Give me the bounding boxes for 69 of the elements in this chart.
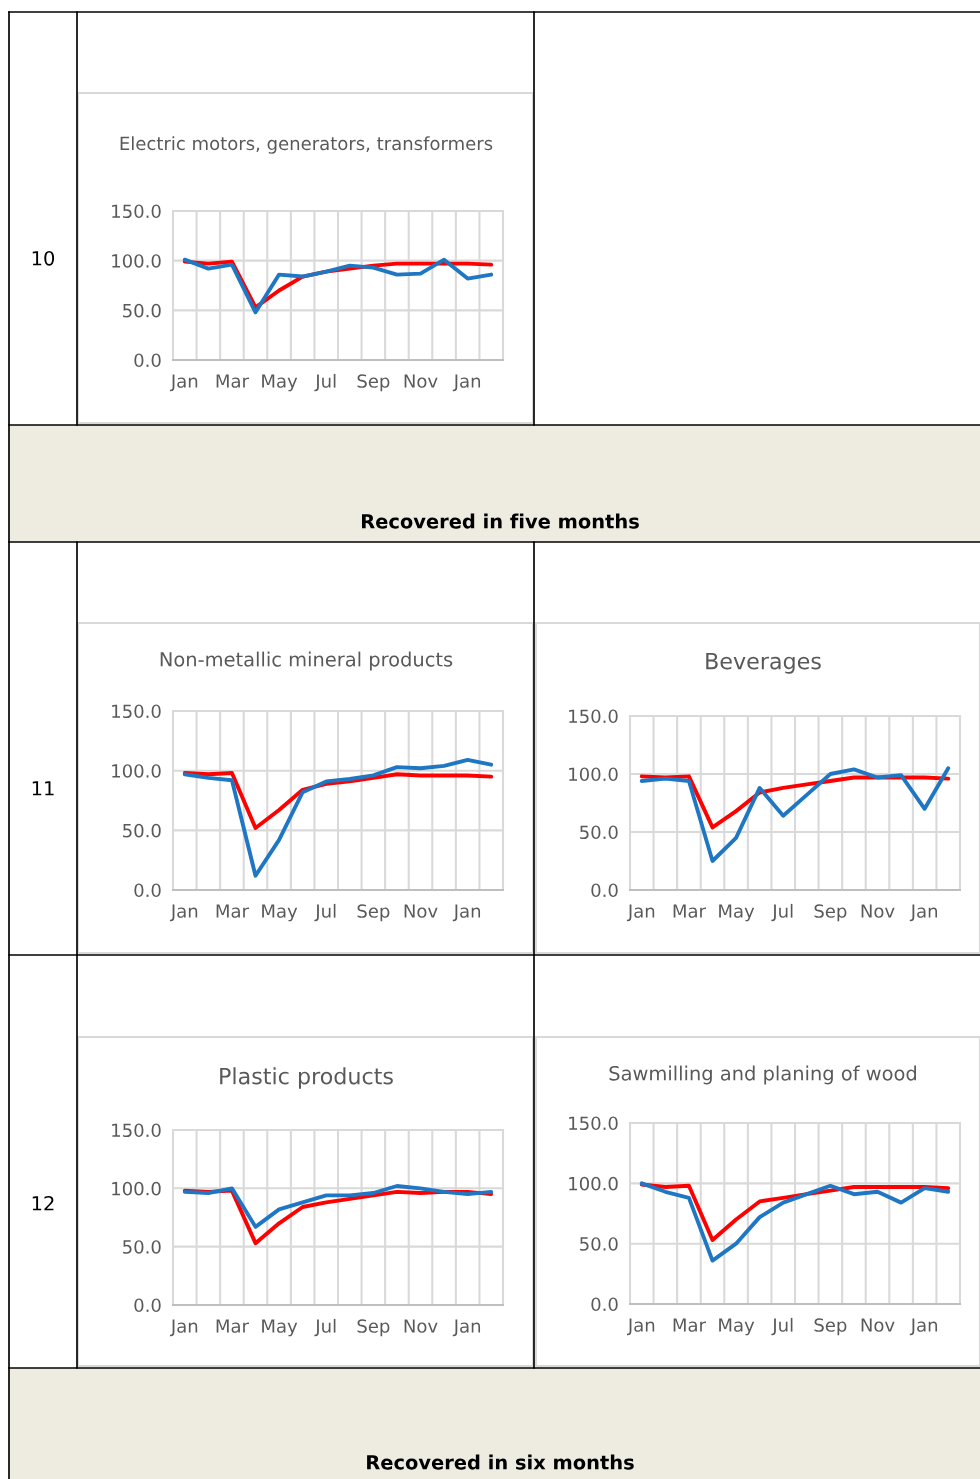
x-tick-label: Jan [909, 904, 938, 922]
y-tick-label: 50.0 [123, 303, 161, 318]
x-tick-label: Mar [216, 374, 249, 388]
x-tick-label: Jan [452, 374, 481, 392]
x-tick-label: Sep [357, 1319, 390, 1337]
y-tick-label: 100.0 [569, 767, 618, 782]
x-tick-label: Jan [452, 1319, 481, 1337]
text: 12 [32, 1195, 54, 1211]
text: 10 [32, 250, 55, 266]
x-tick-label: Jul [314, 1318, 336, 1337]
x-tick-label: Jan [626, 904, 655, 922]
y-tick-label: 150.0 [112, 1123, 161, 1138]
line-series [182, 1184, 494, 1229]
x-tick-label: Nov [404, 904, 438, 918]
x-tick-label: May [719, 1318, 755, 1336]
y-tick-label: 50.0 [123, 823, 161, 838]
text: 11 [32, 781, 54, 796]
y-tick-label: 0.0 [134, 353, 161, 368]
x-tick-label: Mar [673, 904, 706, 918]
line-series [639, 1181, 951, 1263]
x-tick-label: Jan [169, 904, 198, 922]
x-tick-label: Mar [216, 904, 249, 918]
y-tick-label: 150.0 [112, 204, 161, 219]
x-tick-label: May [262, 1319, 298, 1337]
y-tick-label: 150.0 [569, 709, 618, 724]
x-tick-label: Nov [404, 1319, 438, 1333]
chart-title: Beverages [706, 652, 821, 674]
y-tick-label: 150.0 [569, 1116, 618, 1131]
y-tick-label: 100.0 [112, 764, 161, 778]
x-tick-label: Jul [771, 1317, 793, 1336]
chart-title: Non-metallic mineral products [160, 651, 453, 671]
y-tick-label: 50.0 [580, 825, 618, 840]
y-tick-label: 0.0 [591, 1297, 618, 1312]
x-tick-label: Jul [771, 903, 793, 922]
x-tick-label: Jul [314, 373, 336, 392]
y-tick-label: 100.0 [112, 254, 161, 268]
x-tick-label: Sep [814, 904, 847, 922]
text: Recovered in six months [367, 1454, 634, 1470]
y-tick-label: 0.0 [134, 1298, 161, 1313]
chart-title: Sawmilling and planing of wood [609, 1065, 916, 1085]
x-tick-label: May [262, 904, 298, 922]
x-tick-label: Mar [673, 1318, 706, 1332]
x-tick-label: Jul [314, 903, 336, 922]
x-tick-label: Sep [357, 374, 390, 392]
x-tick-label: Jan [909, 1318, 938, 1336]
x-tick-label: Jan [169, 1319, 198, 1337]
y-tick-label: 0.0 [591, 883, 618, 898]
text: Recovered in five months [362, 513, 639, 529]
x-tick-label: Mar [216, 1319, 249, 1333]
line-series [182, 757, 494, 878]
y-tick-label: 0.0 [134, 883, 161, 898]
y-tick-label: 100.0 [569, 1176, 618, 1191]
x-tick-label: Sep [814, 1318, 847, 1336]
x-tick-label: May [719, 904, 755, 922]
x-tick-label: Jan [169, 374, 198, 392]
x-tick-label: Jan [452, 904, 481, 922]
chart-title: Plastic products [220, 1067, 393, 1089]
x-tick-label: Nov [861, 904, 895, 918]
x-tick-label: Jan [626, 1318, 655, 1336]
line-series [639, 766, 951, 863]
x-tick-label: Nov [861, 1318, 895, 1332]
chart-title: Electric motors, generators, transformers [120, 136, 493, 154]
x-tick-label: Nov [404, 374, 438, 388]
x-tick-label: May [262, 374, 298, 392]
y-tick-label: 50.0 [580, 1237, 618, 1251]
y-tick-label: 100.0 [112, 1181, 161, 1196]
y-tick-label: 50.0 [123, 1240, 161, 1254]
x-tick-label: Sep [357, 904, 390, 922]
y-tick-label: 150.0 [112, 704, 161, 719]
